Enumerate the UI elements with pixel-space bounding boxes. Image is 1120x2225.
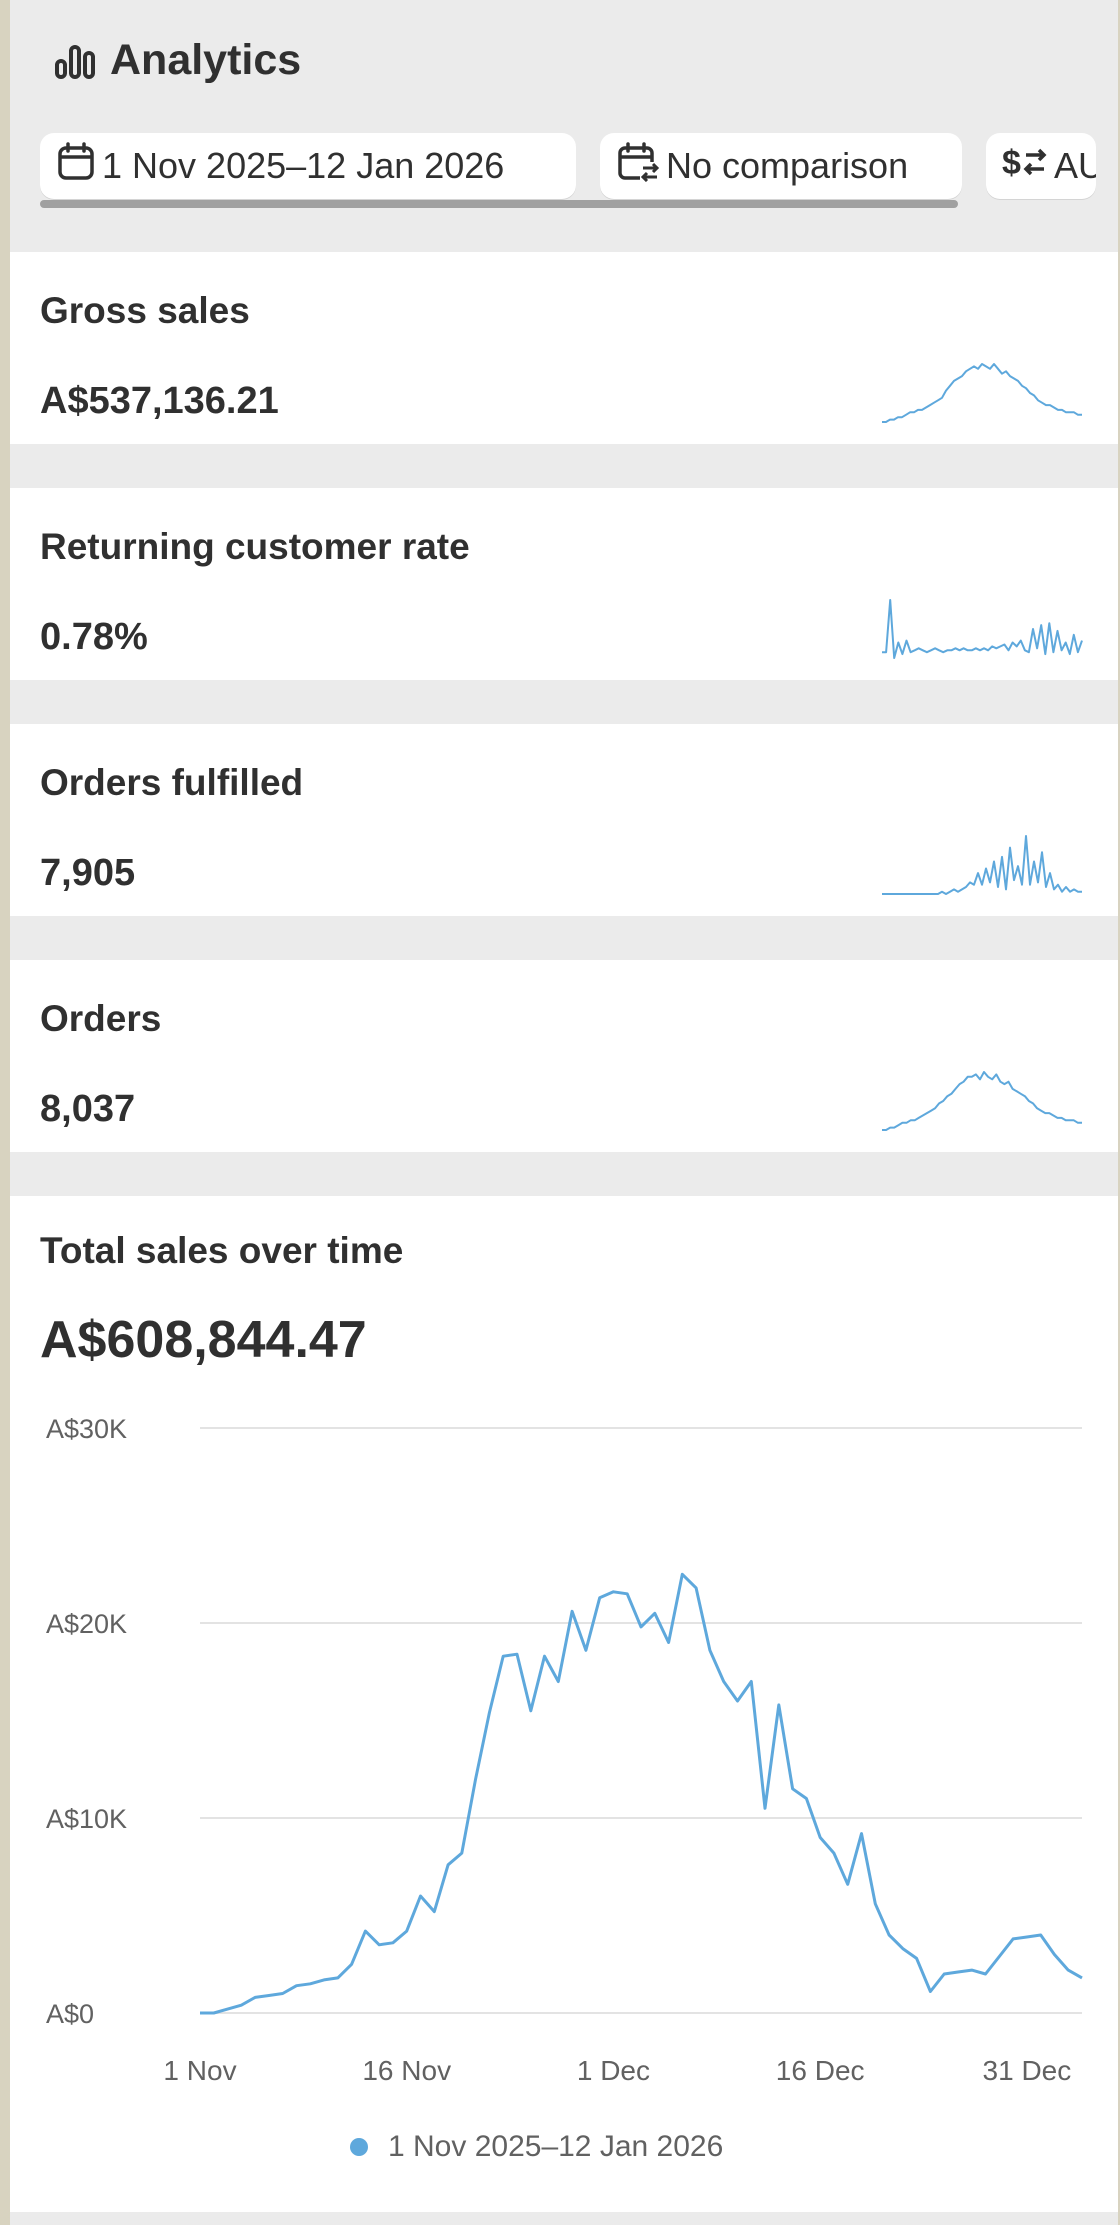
legend-dot [350, 2138, 368, 2156]
metric-value: A$537,136.21 [40, 380, 279, 422]
comparison-button[interactable]: No comparison [600, 133, 962, 199]
currency-swap-icon: $ [1002, 142, 1054, 191]
sparkline-orders-line [882, 1071, 1082, 1131]
x-tick-label: 16 Nov [362, 2055, 451, 2086]
metric-label: Orders fulfilled [40, 762, 304, 803]
sparkline-gross-sales [882, 363, 1082, 423]
y-tick-label: A$10K [46, 1804, 127, 1834]
y-tick-label: A$20K [46, 1609, 127, 1639]
filter-bar-scrollbar[interactable] [40, 200, 958, 208]
sparkline-orders-fulfilled-line [882, 835, 1082, 895]
calendar-compare-icon [616, 141, 666, 191]
app-frame: Analytics 1 Nov 2025–12 Jan 2026 [10, 0, 1118, 2225]
bar-chart-icon [54, 41, 98, 81]
sparkline-orders-fulfilled [882, 835, 1082, 895]
sparkline-gross-sales-line [882, 363, 1082, 423]
date-range-label: 1 Nov 2025–12 Jan 2026 [102, 145, 505, 186]
metric-value: 7,905 [40, 852, 136, 894]
page-title: Analytics [110, 36, 302, 84]
metric-card-orders[interactable]: Orders 8,037 [10, 960, 1118, 1152]
x-tick-label: 31 Dec [983, 2055, 1072, 2086]
metric-card-returning-customer-rate[interactable]: Returning customer rate 0.78% [10, 488, 1118, 680]
y-tick-label: A$30K [46, 1414, 127, 1444]
metric-label: Orders [40, 998, 162, 1039]
total-sales-card: A$30K A$20K A$10K A$0 1 Nov 16 Nov 1 Dec 16 Dec… [10, 1196, 1118, 2212]
calendar-icon [56, 141, 102, 191]
title-row: Analytics [54, 36, 301, 85]
chart-legend[interactable]: 1 Nov 2025–12 Jan 2026 [350, 2130, 723, 2164]
chart-total-value: A$608,844.47 [40, 1311, 367, 1369]
chart-title: Total sales over time [40, 1230, 404, 1271]
total-sales-chart: A$30K A$20K A$10K A$0 1 Nov 16 Nov 1 Dec 16 Dec… [46, 1414, 1083, 2086]
date-range-button[interactable]: 1 Nov 2025–12 Jan 2026 [40, 133, 576, 199]
x-tick-label: 1 Nov [163, 2055, 236, 2086]
series-line [200, 1572, 1083, 2015]
svg-text:$: $ [1002, 144, 1021, 182]
currency-label: AUD [1054, 145, 1096, 186]
metric-card-gross-sales[interactable]: Gross sales A$537,136.21 [10, 252, 1118, 444]
sparkline-returning-customer-rate [882, 599, 1083, 659]
metric-label: Gross sales [40, 290, 250, 331]
x-tick-label: 16 Dec [776, 2055, 865, 2086]
x-tick-label: 1 Dec [577, 2055, 650, 2086]
metric-card-orders-fulfilled[interactable]: Orders fulfilled 7,905 [10, 724, 1118, 916]
y-tick-label: A$0 [46, 1999, 94, 2029]
sparkline-returning-customer-rate-line [882, 599, 1083, 659]
currency-button[interactable]: $ AUD [986, 133, 1096, 199]
comparison-label: No comparison [666, 145, 909, 186]
metric-value: 0.78% [40, 616, 148, 658]
legend-label: 1 Nov 2025–12 Jan 2026 [388, 2130, 724, 2163]
filter-bar: 1 Nov 2025–12 Jan 2026 No comparison [40, 133, 1096, 199]
metric-value: 8,037 [40, 1088, 136, 1130]
sparkline-orders [882, 1071, 1082, 1131]
metric-label: Returning customer rate [40, 526, 470, 567]
analytics-header: Analytics 1 Nov 2025–12 Jan 2026 [10, 0, 1118, 232]
